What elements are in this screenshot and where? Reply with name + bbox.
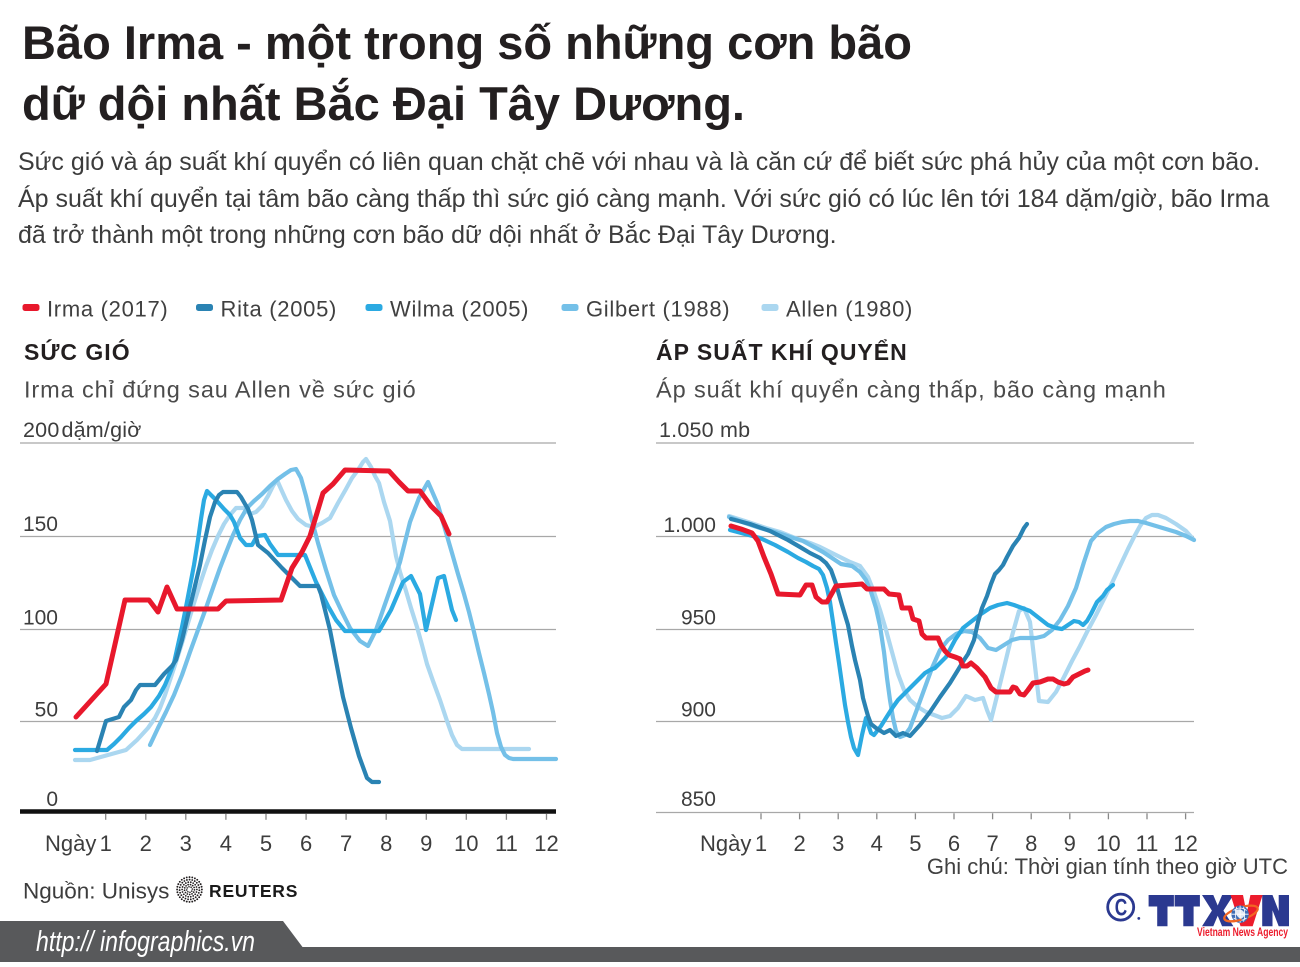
svg-text:Irma (2017): Irma (2017) — [47, 297, 168, 322]
svg-text:Ngày: Ngày — [45, 831, 96, 856]
svg-text:4: 4 — [871, 831, 883, 856]
svg-text:2: 2 — [140, 831, 152, 856]
svg-text:6: 6 — [948, 831, 960, 856]
svg-text:2: 2 — [793, 831, 805, 856]
svg-text:Nguồn: Unisys: Nguồn: Unisys — [23, 879, 169, 904]
svg-text:50: 50 — [35, 699, 58, 722]
svg-text:http:// infographics.vn: http:// infographics.vn — [36, 926, 255, 958]
svg-text:900: 900 — [681, 699, 716, 722]
svg-text:6: 6 — [300, 831, 312, 856]
svg-text:850: 850 — [681, 788, 716, 811]
svg-text:Vietnam News Agency: Vietnam News Agency — [1197, 927, 1288, 939]
svg-text:SỨC GIÓ: SỨC GIÓ — [24, 338, 131, 365]
svg-text:đã trở thành một trong những c: đã trở thành một trong những cơn bão dữ … — [18, 220, 837, 249]
svg-text:3: 3 — [180, 831, 192, 856]
svg-text:Ngày: Ngày — [700, 831, 751, 856]
svg-text:10: 10 — [454, 831, 478, 856]
svg-text:Allen (1980): Allen (1980) — [786, 297, 913, 322]
svg-text:Gilbert (1988): Gilbert (1988) — [586, 297, 730, 322]
svg-text:1.000: 1.000 — [663, 514, 716, 537]
svg-text:12: 12 — [1173, 831, 1197, 856]
svg-text:7: 7 — [340, 831, 352, 856]
svg-text:9: 9 — [420, 831, 432, 856]
svg-text:dữ dội nhất Bắc Đại Tây Dương.: dữ dội nhất Bắc Đại Tây Dương. — [22, 77, 745, 130]
svg-text:1: 1 — [100, 831, 112, 856]
svg-text:950: 950 — [681, 607, 716, 630]
svg-text:Áp suất khí quyển càng thấp, b: Áp suất khí quyển càng thấp, bão càng mạ… — [656, 377, 1167, 403]
svg-text:12: 12 — [534, 831, 558, 856]
svg-text:9: 9 — [1064, 831, 1076, 856]
svg-text:200 dặm/giờ: 200 dặm/giờ — [23, 418, 142, 442]
svg-text:11: 11 — [1136, 831, 1159, 856]
svg-text:C: C — [1115, 895, 1127, 921]
svg-text:4: 4 — [220, 831, 232, 856]
svg-text:3: 3 — [832, 831, 844, 856]
svg-text:5: 5 — [909, 831, 921, 856]
svg-text:REUTERS: REUTERS — [209, 881, 298, 901]
svg-text:Sức gió và áp suất khí quyển c: Sức gió và áp suất khí quyển có liên qua… — [18, 148, 1260, 176]
svg-text:Áp suất khí quyển tại tâm bão: Áp suất khí quyển tại tâm bão càng thấp … — [18, 184, 1269, 213]
svg-text:5: 5 — [260, 831, 272, 856]
svg-text:8: 8 — [380, 831, 392, 856]
svg-text:8: 8 — [1025, 831, 1037, 856]
svg-text:0: 0 — [46, 788, 58, 811]
svg-text:1: 1 — [755, 831, 767, 856]
svg-text:Ghi chú: Thời gian tính theo g: Ghi chú: Thời gian tính theo giờ UTC — [927, 854, 1288, 879]
svg-text:10: 10 — [1096, 831, 1120, 856]
svg-text:11: 11 — [495, 831, 518, 856]
svg-text:100: 100 — [23, 607, 58, 630]
svg-text:150: 150 — [23, 513, 58, 536]
svg-text:Irma chỉ đứng sau Allen về sức: Irma chỉ đứng sau Allen về sức gió — [24, 377, 417, 403]
svg-text:Wilma (2005): Wilma (2005) — [390, 297, 529, 322]
svg-text:1.050 mb: 1.050 mb — [659, 418, 750, 442]
svg-text:ÁP SUẤT KHÍ QUYỂN: ÁP SUẤT KHÍ QUYỂN — [656, 338, 908, 365]
svg-text:Bão Irma - một trong số những: Bão Irma - một trong số những cơn bão — [22, 16, 912, 69]
svg-text:Rita (2005): Rita (2005) — [221, 297, 338, 322]
svg-text:7: 7 — [986, 831, 998, 856]
